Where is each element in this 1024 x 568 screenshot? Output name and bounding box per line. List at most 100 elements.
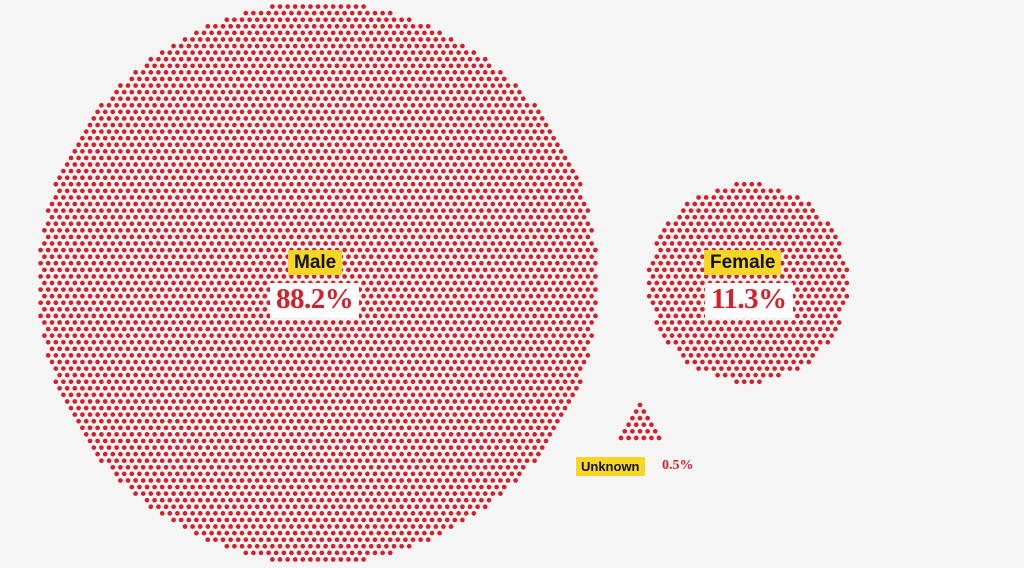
male-dot	[528, 122, 534, 128]
male-dot	[95, 214, 100, 220]
male-dot	[365, 484, 370, 490]
male-dot	[342, 181, 347, 187]
male-dot	[224, 188, 230, 194]
male-dot	[171, 109, 176, 115]
male-dot	[558, 372, 564, 378]
male-dot	[144, 405, 150, 411]
male-dot	[338, 83, 344, 88]
male-dot	[418, 524, 423, 529]
male-dot	[444, 201, 450, 207]
male-dot	[239, 530, 245, 536]
male-dot	[395, 181, 401, 187]
male-dot	[441, 221, 446, 227]
male-dot	[399, 56, 404, 62]
male-dot	[349, 37, 355, 42]
male-dot	[64, 162, 70, 167]
male-dot	[273, 537, 279, 543]
male-dot	[235, 23, 241, 29]
male-dot	[315, 109, 321, 115]
male-dot	[536, 254, 541, 260]
male-dot	[205, 511, 211, 516]
male-dot	[555, 326, 560, 332]
male-dot	[475, 491, 480, 496]
male-dot	[414, 280, 420, 286]
male-dot	[201, 214, 207, 220]
male-dot	[323, 30, 328, 36]
male-dot	[220, 129, 226, 134]
male-dot	[513, 464, 518, 470]
male-dot	[201, 333, 207, 338]
male-dot	[171, 43, 176, 49]
male-dot	[520, 346, 526, 352]
male-dot	[338, 346, 344, 352]
male-dot	[239, 56, 245, 62]
male-dot	[441, 339, 446, 345]
male-dot	[471, 353, 477, 358]
male-dot	[159, 260, 165, 266]
male-dot	[152, 247, 157, 253]
male-dot	[209, 372, 214, 378]
male-dot	[171, 425, 176, 431]
male-dot	[380, 234, 385, 240]
male-dot	[327, 181, 332, 187]
male-dot	[224, 464, 230, 470]
male-dot	[205, 418, 211, 424]
male-dot	[106, 208, 112, 213]
male-dot	[167, 484, 173, 490]
male-dot	[99, 142, 104, 148]
male-dot	[156, 83, 161, 88]
male-dot	[186, 56, 192, 62]
male-dot	[228, 458, 233, 464]
male-dot	[566, 214, 572, 220]
male-dot	[406, 333, 412, 338]
male-dot	[387, 221, 393, 227]
male-dot	[178, 385, 184, 391]
male-dot	[156, 135, 161, 141]
male-dot	[471, 300, 477, 306]
male-dot	[524, 287, 530, 292]
male-dot	[494, 366, 499, 371]
male-dot	[129, 418, 135, 424]
male-dot	[216, 517, 222, 523]
male-dot	[452, 201, 458, 207]
male-dot	[186, 293, 192, 299]
male-dot	[368, 451, 374, 457]
male-dot	[403, 274, 408, 279]
male-dot	[144, 63, 150, 69]
male-dot	[342, 50, 347, 55]
male-dot	[395, 63, 401, 69]
male-dot	[433, 181, 439, 187]
male-dot	[422, 188, 427, 194]
male-dot	[486, 129, 492, 134]
male-dot	[243, 550, 249, 556]
male-dot	[323, 175, 328, 181]
male-dot	[395, 274, 401, 279]
male-dot	[520, 412, 526, 417]
male-dot	[300, 412, 306, 417]
male-dot	[197, 181, 203, 187]
male-dot	[460, 293, 465, 299]
male-dot	[372, 550, 378, 556]
male-dot	[418, 221, 423, 227]
male-dot	[425, 366, 431, 371]
male-dot	[289, 366, 294, 371]
male-dot	[182, 234, 188, 240]
male-dot	[277, 83, 283, 88]
male-dot	[247, 241, 252, 246]
male-dot	[433, 287, 439, 292]
male-dot	[209, 56, 214, 62]
male-dot	[425, 418, 431, 424]
male-dot	[190, 208, 195, 213]
male-dot	[118, 293, 123, 299]
male-dot	[460, 438, 465, 444]
male-dot	[490, 372, 496, 378]
male-dot	[353, 412, 359, 417]
male-dot	[330, 425, 336, 431]
male-dot	[281, 116, 287, 121]
male-dot	[505, 320, 511, 325]
male-dot	[209, 412, 214, 417]
male-dot	[490, 201, 496, 207]
male-dot	[376, 56, 382, 62]
male-dot	[156, 504, 161, 510]
male-dot	[258, 379, 264, 385]
